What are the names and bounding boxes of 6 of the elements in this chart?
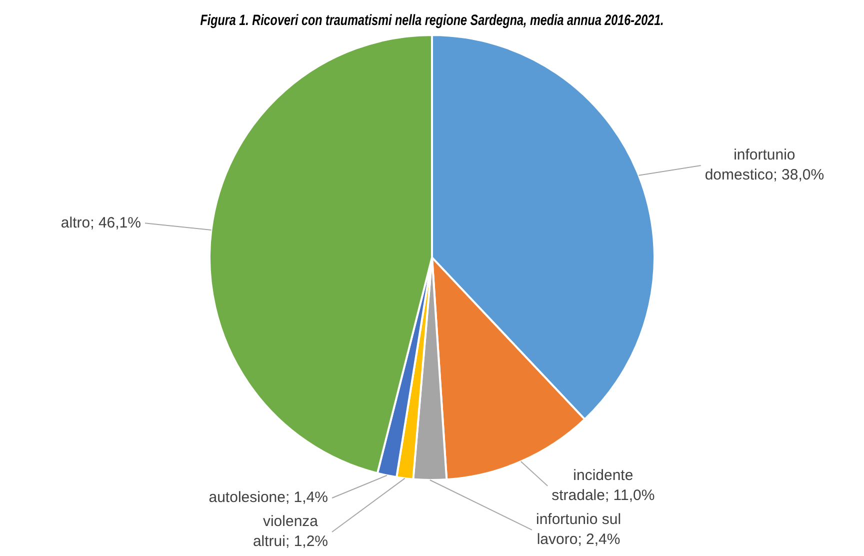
slice-label: infortunio domestico; 38,0% — [704, 146, 824, 184]
slice-label: violenza altrui; 1,2% — [252, 513, 328, 550]
chart-title: Figura 1. Ricoveri con traumatismi nella regione Sardegna, media annua 2016-2021. — [200, 12, 664, 28]
slice-label: altro; 46,1% — [60, 214, 141, 232]
slice-label: infortunio sul lavoro; 2,4% — [536, 511, 622, 548]
slice-label: autolesione; 1,4% — [208, 489, 328, 506]
